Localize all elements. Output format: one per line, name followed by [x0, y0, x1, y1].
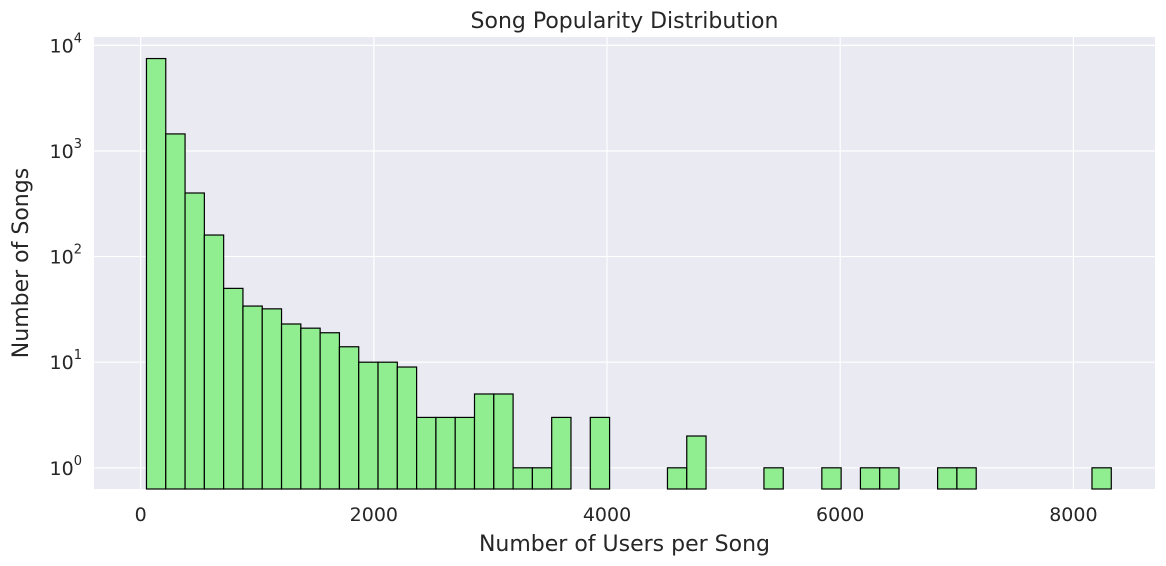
- histogram-bar: [666, 467, 688, 490]
- x-tick-label: 2000: [350, 504, 398, 526]
- histogram-bar: [454, 416, 476, 490]
- x-tick-labels: 0 2000 4000 6000 8000: [135, 504, 1098, 526]
- histogram-bar: [531, 467, 553, 490]
- histogram-bar: [937, 467, 958, 490]
- histogram-bar: [377, 361, 398, 490]
- y-tick-exponent: 3: [74, 137, 82, 152]
- histogram-bars: [145, 57, 1112, 490]
- y-tick-base: 10: [50, 35, 74, 57]
- histogram-bar: [1091, 467, 1112, 490]
- y-tick-exponent: 2: [74, 243, 82, 258]
- x-tick-label: 8000: [1049, 504, 1097, 526]
- y-tick-label: 100: [50, 454, 82, 480]
- histogram-bar: [589, 416, 611, 490]
- y-tick-exponent: 0: [74, 454, 82, 469]
- histogram-bar: [261, 308, 283, 490]
- histogram-bar: [821, 467, 842, 490]
- x-tick-label: 6000: [816, 504, 864, 526]
- histogram-bar: [493, 393, 514, 490]
- y-tick-label: 103: [50, 137, 82, 163]
- histogram-bar: [223, 287, 244, 490]
- y-tick-label: 101: [50, 348, 82, 374]
- histogram-bar: [512, 467, 533, 490]
- y-axis-label: Number of Songs: [9, 168, 34, 358]
- histogram-bar: [473, 393, 495, 490]
- y-tick-base: 10: [50, 247, 74, 269]
- histogram-bar: [435, 416, 456, 490]
- histogram-bar: [956, 467, 977, 490]
- histogram-bar: [300, 327, 321, 490]
- y-tick-base: 10: [50, 141, 74, 163]
- x-axis-label: Number of Users per Song: [479, 532, 770, 557]
- y-tick-label: 104: [50, 31, 82, 57]
- histogram-bar: [165, 133, 186, 490]
- histogram-bar: [319, 332, 341, 490]
- histogram-bar: [763, 467, 784, 490]
- chart-title: Song Popularity Distribution: [471, 9, 779, 34]
- y-tick-exponent: 4: [74, 31, 82, 46]
- histogram-bar: [145, 57, 167, 490]
- x-tick-label: 4000: [583, 504, 631, 526]
- histogram-bar: [203, 234, 225, 490]
- histogram-bar: [859, 467, 881, 490]
- y-tick-exponent: 1: [74, 348, 82, 363]
- histogram-bar: [551, 416, 572, 490]
- histogram-bar: [396, 366, 418, 490]
- y-tick-base: 10: [50, 458, 74, 480]
- histogram-bar: [280, 323, 302, 490]
- x-tick-label: 0: [135, 504, 147, 526]
- histogram-bar: [416, 416, 437, 490]
- histogram-bar: [338, 346, 360, 490]
- histogram-bar: [358, 361, 379, 490]
- grid-lines: [94, 37, 1155, 489]
- histogram-bar: [184, 192, 205, 490]
- histogram-bar: [686, 435, 707, 490]
- y-tick-label: 102: [50, 243, 82, 269]
- histogram-bar: [242, 305, 263, 490]
- y-tick-base: 10: [50, 352, 74, 374]
- histogram-bar: [879, 467, 900, 490]
